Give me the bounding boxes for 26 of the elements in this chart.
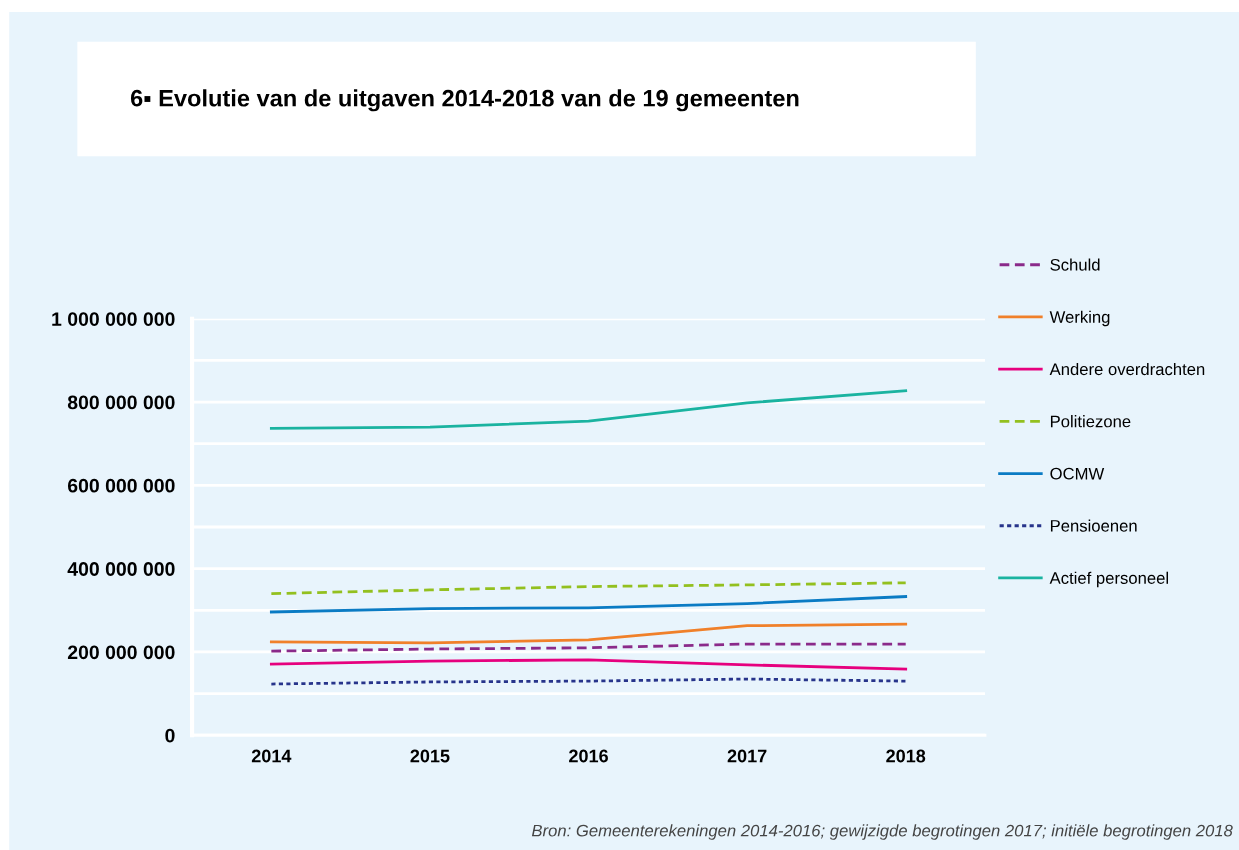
x-tick-label: 2016 bbox=[569, 749, 608, 763]
legend-label: Schuld bbox=[1050, 258, 1100, 271]
legend-label: Andere overdrachten bbox=[1049, 362, 1205, 376]
legend-label: Werking bbox=[1049, 310, 1110, 327]
x-tick-label: 2015 bbox=[410, 749, 450, 763]
y-tick-label: 600 000 000 bbox=[67, 478, 175, 493]
line-series bbox=[269, 622, 908, 645]
y-tick-label: 1 000 000 000 bbox=[52, 312, 175, 326]
legend-label: OCMW bbox=[1050, 467, 1105, 480]
y-tick-label: 800 000 000 bbox=[67, 395, 175, 410]
text: Bron: Gemeenterekeningen 2014-2016; gewijzigde begrotingen 2017; initiële begrotingen 2018 bbox=[531, 824, 1233, 840]
line-series bbox=[269, 389, 908, 430]
chart-title: 6▪ Evolutie van de uitgaven 2014-2018 van de 19 gemeenten bbox=[130, 89, 799, 112]
line-series bbox=[269, 658, 908, 671]
y-tick-label: 200 000 000 bbox=[67, 645, 175, 660]
x-tick-label: 2014 bbox=[251, 749, 292, 763]
x-tick-label: 2018 bbox=[886, 749, 926, 763]
legend-label: Actief personeel bbox=[1049, 571, 1168, 588]
x-tick-label: 2017 bbox=[727, 749, 767, 763]
line-series bbox=[269, 642, 908, 653]
y-tick-label: 0 bbox=[165, 728, 175, 743]
line-series bbox=[269, 595, 908, 614]
legend-label: Pensioenen bbox=[1050, 519, 1137, 532]
y-tick-label: 400 000 000 bbox=[67, 562, 175, 576]
legend-label: Politiezone bbox=[1050, 415, 1131, 428]
line-series bbox=[269, 581, 908, 596]
